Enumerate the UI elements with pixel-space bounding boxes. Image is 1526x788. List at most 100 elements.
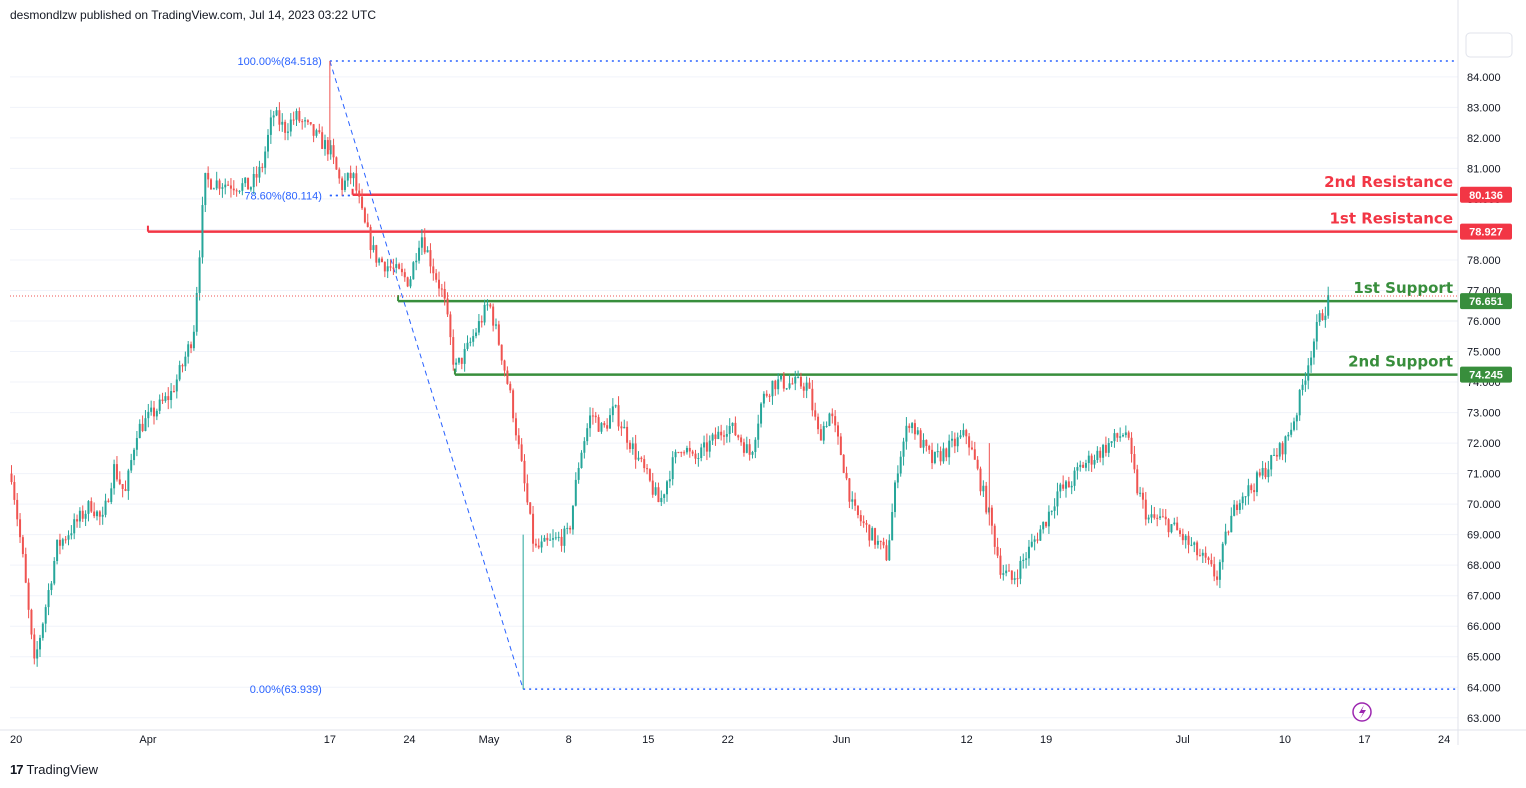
candle-body xyxy=(825,425,828,427)
candle-body xyxy=(1033,539,1036,542)
candle-body xyxy=(124,489,127,491)
chart-toolbar-box[interactable] xyxy=(1465,32,1513,58)
candle-body xyxy=(301,121,304,123)
candle-body xyxy=(64,539,67,541)
candle-body xyxy=(247,177,250,190)
tradingview-logo-icon[interactable]: 17 xyxy=(10,762,24,777)
candle-body xyxy=(1167,519,1170,533)
candle-body xyxy=(249,187,252,190)
candle-body xyxy=(212,188,215,190)
candle-body xyxy=(677,451,680,453)
candle-body xyxy=(600,423,603,432)
candle-body xyxy=(235,190,238,192)
candle-body xyxy=(93,511,96,517)
candle-body xyxy=(928,445,931,450)
candle-body xyxy=(1247,485,1250,497)
candle-body xyxy=(1298,389,1301,416)
time-axis: 20 Apr 17 24 May 8 15 22 Jun 12 19 Jul 10 17 24 xyxy=(10,734,1450,746)
candle-body xyxy=(255,173,258,178)
candle-body xyxy=(1193,542,1196,545)
candle-body xyxy=(295,110,298,120)
candle-body xyxy=(517,435,520,445)
candle-body xyxy=(172,391,175,393)
candle-body xyxy=(888,540,891,561)
price-tick-label: 84.000 xyxy=(1467,72,1501,84)
candle-body xyxy=(39,637,41,650)
candle-body xyxy=(811,388,814,411)
time-tick-label: 19 xyxy=(1040,734,1052,746)
candle-body xyxy=(708,440,711,452)
candle-body xyxy=(1127,432,1130,438)
candle-body xyxy=(1261,467,1264,476)
candle-body xyxy=(725,434,728,437)
fib-level-label: 78.60%(80.114) xyxy=(244,190,321,202)
candle-body xyxy=(523,460,526,484)
candle-body xyxy=(685,447,688,453)
candle-body xyxy=(1275,454,1278,457)
candle-body xyxy=(181,365,184,367)
candle-body xyxy=(210,179,212,190)
candle-body xyxy=(968,436,971,448)
candle-body xyxy=(372,245,375,251)
candle-body xyxy=(440,288,443,290)
candle-body xyxy=(335,157,338,170)
candle-body xyxy=(403,272,406,278)
time-tick-label: 24 xyxy=(1438,734,1450,746)
candle-body xyxy=(657,487,660,503)
candle-body xyxy=(449,314,452,338)
publisher-header: desmondlzw published on TradingView.com,… xyxy=(10,8,376,22)
candle-body xyxy=(734,422,737,436)
candle-body xyxy=(332,145,335,158)
candle-body xyxy=(822,426,825,441)
candle-body xyxy=(381,258,383,263)
candle-body xyxy=(1116,433,1119,438)
candle-body xyxy=(1216,576,1219,580)
candle-body xyxy=(475,332,478,337)
candle-body xyxy=(891,512,894,541)
candle-body xyxy=(16,499,19,520)
candle-body xyxy=(1139,492,1142,494)
time-tick-label: 8 xyxy=(566,734,572,746)
candle-body xyxy=(936,451,939,453)
tradingview-brand[interactable]: TradingView xyxy=(26,762,99,777)
candle-body xyxy=(1110,441,1113,443)
candle-body xyxy=(868,524,871,541)
candle-body xyxy=(195,292,198,332)
candle-body xyxy=(289,119,292,132)
candle-body xyxy=(976,459,979,469)
candle-body xyxy=(269,117,272,135)
candle-body xyxy=(1073,470,1076,486)
candle-body xyxy=(654,487,657,495)
candle-body xyxy=(1201,552,1204,556)
fib-trend-line xyxy=(329,60,524,690)
candle-body xyxy=(1113,433,1116,442)
candle-body xyxy=(874,528,877,545)
candle-body xyxy=(1076,467,1079,471)
candle-body xyxy=(894,482,896,513)
candle-body xyxy=(138,423,141,439)
candle-body xyxy=(207,172,210,180)
lightning-icon[interactable] xyxy=(1352,702,1372,722)
candle-body xyxy=(1281,443,1284,455)
candle-body xyxy=(153,407,155,417)
candle-body xyxy=(355,173,358,191)
candle-body xyxy=(660,497,663,503)
candle-body xyxy=(115,464,118,480)
price-tick-label: 65.000 xyxy=(1467,652,1501,664)
candle-body xyxy=(1170,524,1173,533)
candle-body xyxy=(540,541,543,548)
candle-body xyxy=(304,120,307,122)
candle-body xyxy=(1213,564,1216,577)
candle-body xyxy=(1122,435,1124,437)
candle-body xyxy=(788,383,791,389)
candle-body xyxy=(754,439,757,453)
price-tick-label: 81.000 xyxy=(1467,163,1501,175)
candle-body xyxy=(318,130,321,133)
candle-body xyxy=(383,262,386,272)
price-tick-label: 70.000 xyxy=(1467,499,1501,511)
candle-body xyxy=(1045,521,1048,527)
candle-body xyxy=(905,425,908,442)
candle-body xyxy=(680,452,683,454)
candle-body xyxy=(845,472,848,479)
